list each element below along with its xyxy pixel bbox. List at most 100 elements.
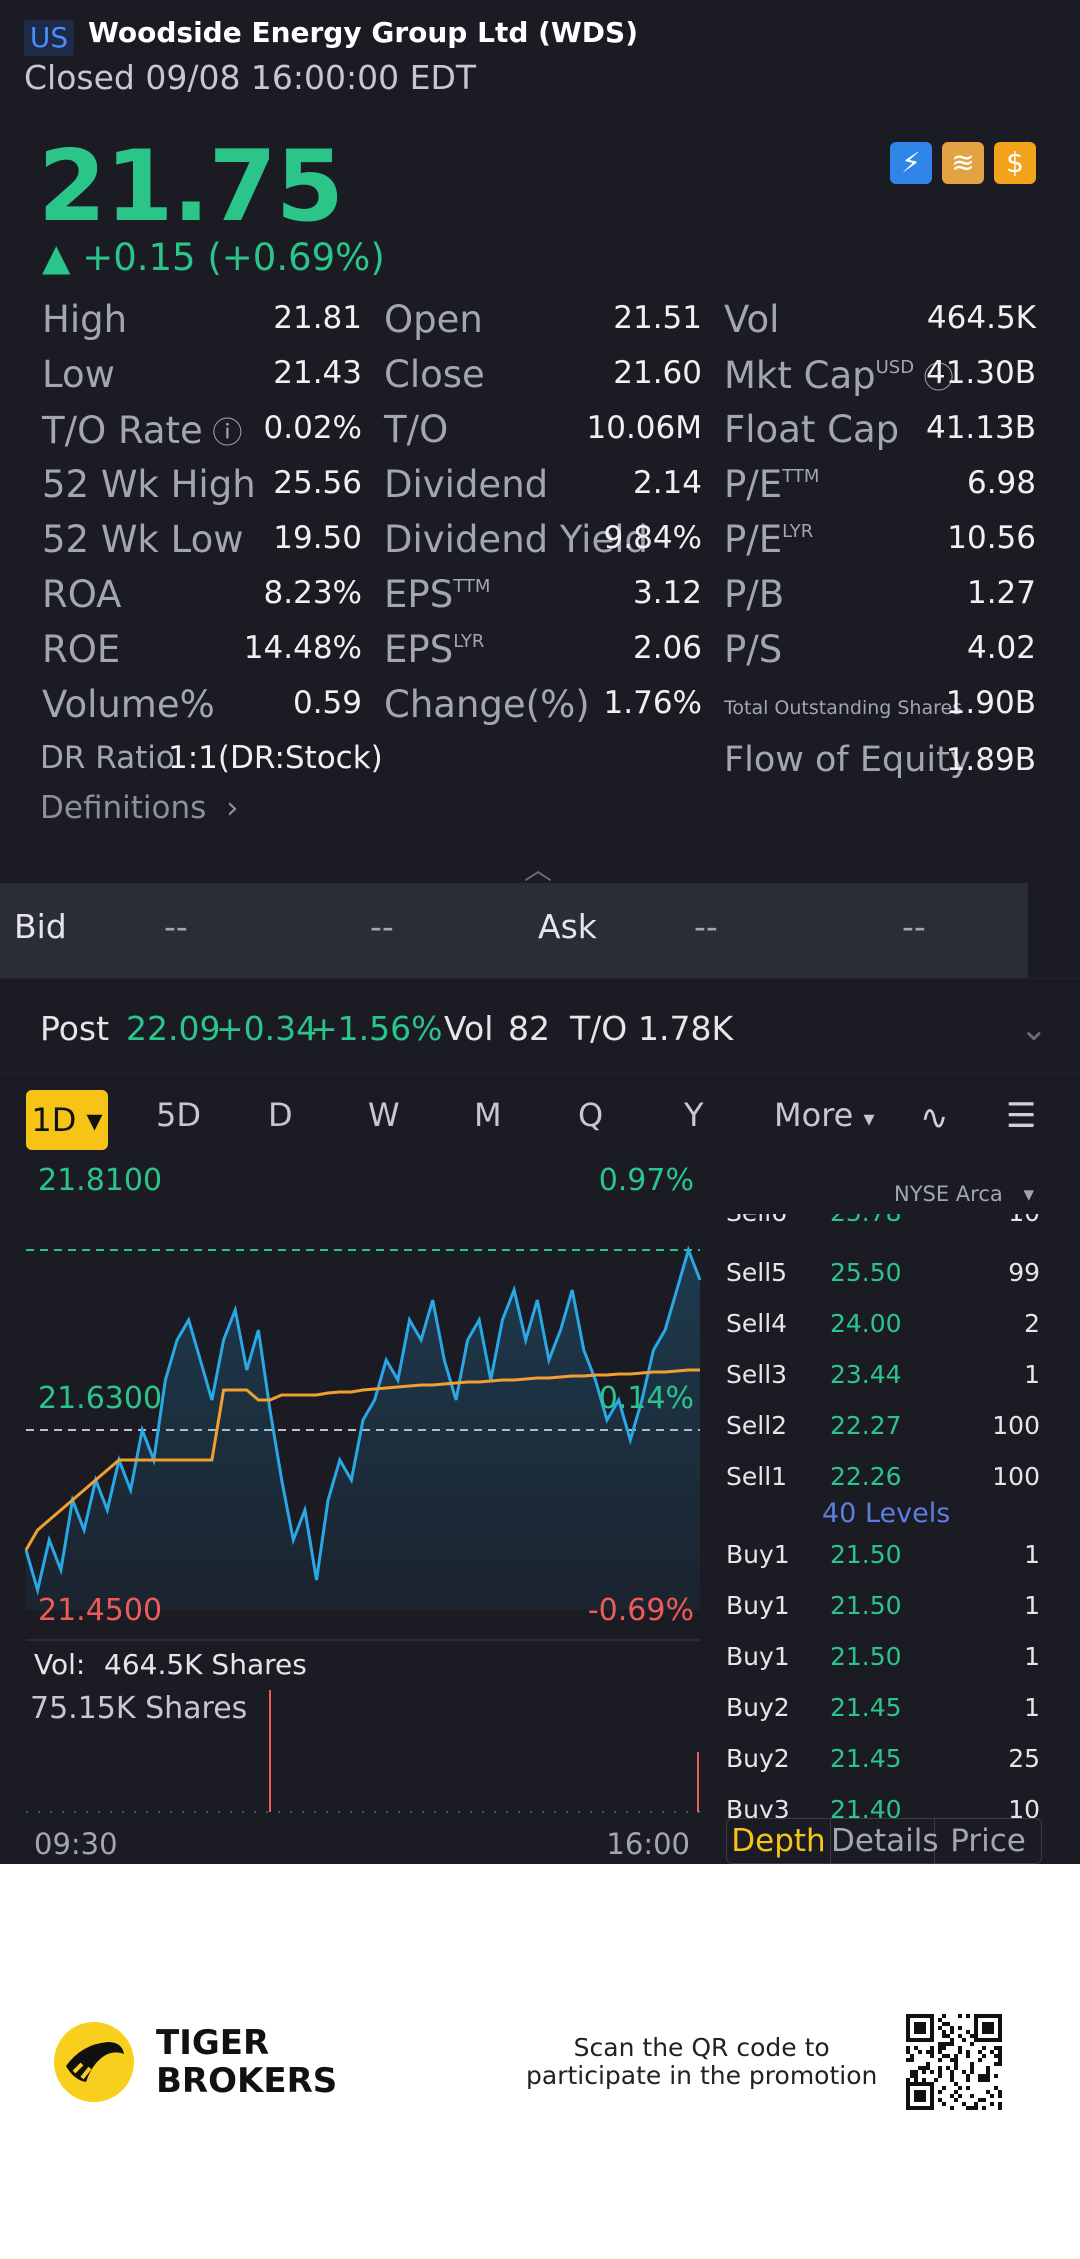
lightning-badge-icon[interactable]: ⚡ <box>890 142 932 184</box>
brand-line2: BROKERS <box>156 2061 338 2101</box>
tab-details[interactable]: Details <box>831 1819 938 1863</box>
tab-day[interactable]: D <box>268 1096 293 1134</box>
ask-label: Ask <box>538 907 597 946</box>
stat-value: 14.48% <box>243 630 362 666</box>
book-row-sell[interactable]: Sell4 24.00 2 <box>726 1309 1042 1359</box>
stat-label: EPSLYR <box>384 628 484 671</box>
stat-label: P/ELYR <box>724 518 813 561</box>
stat-value: 10.06M <box>586 410 703 446</box>
stat-label-text: T/O <box>384 408 449 451</box>
stat-superscript: USD <box>875 356 915 378</box>
tab-5d[interactable]: 5D <box>156 1096 201 1134</box>
book-size: 25 <box>1008 1744 1040 1773</box>
info-icon[interactable]: ⓘ <box>914 361 954 396</box>
tab-year[interactable]: Y <box>684 1096 704 1134</box>
book-size: 1 <box>1024 1540 1040 1569</box>
bid-ask-bar: Bid -- -- Ask -- -- <box>0 883 1028 979</box>
book-row-sell[interactable]: Sell5 25.50 99 <box>726 1258 1042 1308</box>
book-price: 21.40 <box>830 1795 902 1819</box>
coin-stack-badge-icon[interactable]: ≋ <box>942 142 984 184</box>
tab-price[interactable]: Price <box>950 1823 1026 1859</box>
stat-value: 8.23% <box>263 575 362 611</box>
price-change: ▲ +0.15 (+0.69%) <box>42 236 385 279</box>
book-size: 1 <box>1024 1591 1040 1620</box>
tab-1d-label: 1D <box>31 1101 77 1139</box>
tab-quarter[interactable]: Q <box>578 1096 604 1134</box>
caret-down-icon: ▾ <box>863 1107 875 1132</box>
stat-label: Dividend <box>384 463 548 506</box>
post-market-bar[interactable]: Post 22.09 +0.34 +1.56% Vol 82 T/O 1.78K… <box>0 978 1080 1074</box>
flow-of-equity-value: 1.89B <box>945 742 1036 778</box>
caret-down-icon: ▾ <box>1023 1182 1034 1206</box>
book-side: Buy1 <box>726 1642 790 1671</box>
stat-label: High <box>42 298 127 341</box>
post-price: 22.09 <box>126 1009 221 1048</box>
stat-label-text: Total Outstanding Shares <box>724 697 963 719</box>
stat-value: 1.90B <box>945 685 1036 721</box>
stat-label-text: Open <box>384 298 483 341</box>
stat-superscript: TTM <box>453 575 491 597</box>
stat-label: Dividend Yield <box>384 518 648 561</box>
tab-week[interactable]: W <box>368 1096 400 1134</box>
stat-label-text: EPS <box>384 573 454 616</box>
stat-value: 21.60 <box>613 355 702 391</box>
stat-value: 41.30B <box>925 355 1036 391</box>
book-row-buy[interactable]: Buy1 21.50 1 <box>726 1642 1042 1692</box>
y-low-label: 21.4500 <box>38 1593 162 1628</box>
book-price: 22.27 <box>830 1411 902 1440</box>
stat-label: Open <box>384 298 483 341</box>
book-row-buy[interactable]: Buy1 21.50 1 <box>726 1540 1042 1590</box>
exchange-selector[interactable]: NYSE Arca ▾ <box>894 1182 1034 1206</box>
dr-ratio-label: DR Ratio <box>40 740 175 776</box>
stat-label-text: High <box>42 298 128 341</box>
book-price: 25.78 <box>830 1214 902 1227</box>
book-row-sell[interactable]: Sell1 22.26 100 <box>726 1462 1042 1512</box>
book-size: 10 <box>1008 1795 1040 1819</box>
tab-1d[interactable]: 1D ▾ <box>26 1090 108 1150</box>
stat-superscript: LYR <box>782 520 814 542</box>
chart-settings-icon[interactable]: ☰ <box>1006 1096 1037 1136</box>
book-side: Sell5 <box>726 1258 788 1287</box>
more-periods-dropdown[interactable]: More ▾ <box>774 1096 875 1134</box>
tab-depth[interactable]: Depth <box>727 1819 831 1863</box>
book-row-buy[interactable]: Buy1 21.50 1 <box>726 1591 1042 1641</box>
post-to-label: T/O <box>570 1009 628 1048</box>
stat-label-text: Volume% <box>42 683 215 726</box>
stock-detail-screen: US Woodside Energy Group Ltd (WDS) Close… <box>0 0 1080 1864</box>
book-row-sell[interactable]: Sell2 22.27 100 <box>726 1411 1042 1461</box>
book-row-sell[interactable]: Sell3 23.44 1 <box>726 1360 1042 1410</box>
book-size: 100 <box>992 1462 1040 1491</box>
book-row-buy[interactable]: Buy2 21.45 25 <box>726 1744 1042 1794</box>
book-row-buy[interactable]: Buy2 21.45 1 <box>726 1693 1042 1743</box>
book-side: Buy2 <box>726 1693 790 1722</box>
stat-label-text: EPS <box>384 628 454 671</box>
tab-month[interactable]: M <box>474 1096 502 1134</box>
info-icon[interactable]: ⓘ <box>202 416 243 451</box>
book-side: Sell3 <box>726 1360 788 1389</box>
collapse-chevron-up-icon[interactable]: ︿ <box>524 853 553 886</box>
indicator-icon[interactable]: ∿ <box>920 1098 949 1138</box>
qr-code-icon[interactable] <box>902 2010 1006 2114</box>
dr-ratio-value: 1:1(DR:Stock) <box>168 740 383 776</box>
time-start-label: 09:30 <box>34 1827 118 1860</box>
dollar-badge-icon[interactable]: $ <box>994 142 1036 184</box>
stat-label-text: Mkt Cap <box>724 354 876 397</box>
book-row-sell[interactable]: Sell6 25.78 10 <box>726 1214 1042 1234</box>
stock-name: Woodside Energy Group Ltd (WDS) <box>88 16 639 49</box>
levels-link[interactable]: 40 Levels <box>822 1498 951 1529</box>
definitions-link[interactable]: Definitions › <box>40 790 239 826</box>
stat-label: Vol <box>724 298 779 341</box>
book-row-buy[interactable]: Buy3 21.40 10 <box>726 1795 1042 1819</box>
stat-superscript: TTM <box>782 465 820 487</box>
stat-label: ROA <box>42 573 122 616</box>
book-price: 21.50 <box>830 1591 902 1620</box>
stat-label: Total Outstanding Shares <box>724 697 962 719</box>
book-size: 1 <box>1024 1360 1040 1389</box>
ask-price: -- <box>694 907 718 946</box>
stat-label: Close <box>384 353 485 396</box>
intraday-chart[interactable]: 21.8100 0.97% 21.6300 0.14% 21.4500 -0.6… <box>0 1160 710 1860</box>
stat-value: 19.50 <box>273 520 362 556</box>
stat-value: 3.12 <box>632 575 702 611</box>
promo-text: Scan the QR code to participate in the p… <box>526 2034 877 2090</box>
chevron-right-icon: › <box>226 790 239 826</box>
